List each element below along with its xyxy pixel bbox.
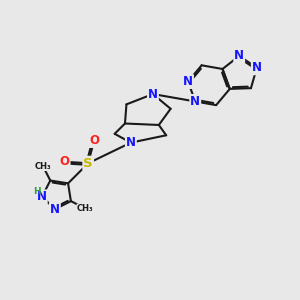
- Text: N: N: [50, 203, 60, 216]
- Text: CH₃: CH₃: [77, 204, 94, 213]
- Text: N: N: [252, 61, 262, 74]
- Text: S: S: [83, 157, 93, 170]
- Text: N: N: [148, 88, 158, 100]
- Text: O: O: [60, 155, 70, 168]
- Text: N: N: [183, 75, 193, 88]
- Text: N: N: [126, 136, 136, 149]
- Text: CH₃: CH₃: [34, 162, 51, 171]
- Text: N: N: [234, 50, 244, 62]
- Text: H: H: [33, 187, 40, 196]
- Text: O: O: [89, 134, 99, 147]
- Text: N: N: [190, 95, 200, 108]
- Text: N: N: [37, 190, 47, 203]
